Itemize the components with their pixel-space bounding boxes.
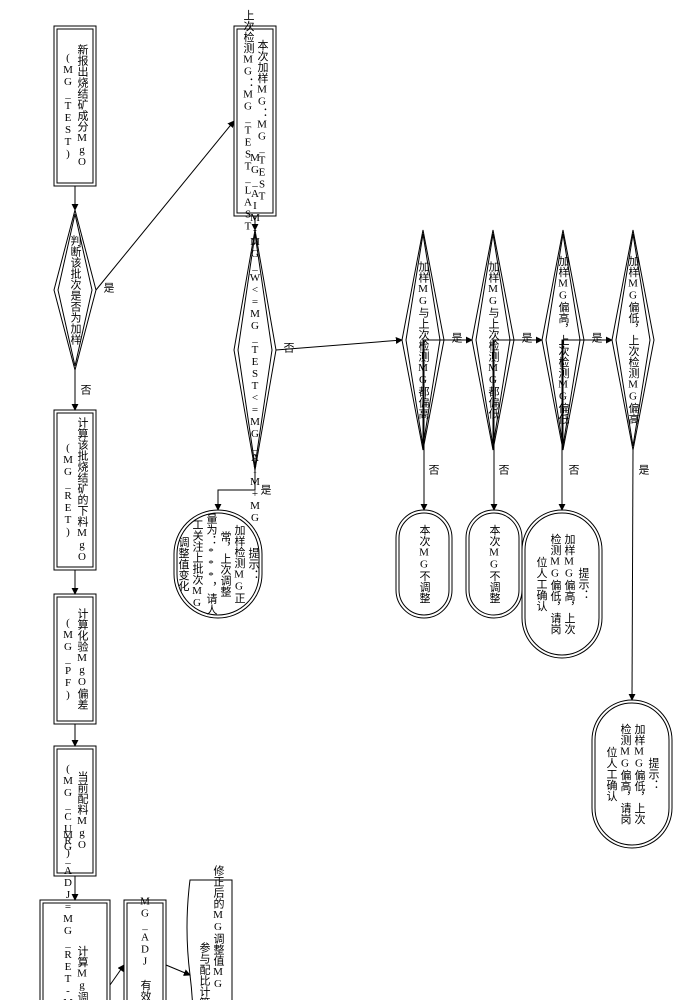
- n_mg_ret-line-0: 计算该批烧结矿的下料MgO: [76, 417, 89, 563]
- n_new_test-line-1: (MG_TEST): [62, 52, 74, 160]
- edge-label: 是: [637, 464, 650, 476]
- n_mg_cur-line-0: 当前配料MgO: [76, 770, 89, 851]
- edge-n_mg_adj_calc-n_mg_adj_valid: [110, 965, 124, 985]
- n_mg_adj_valid-line-0: MG_ADJ 有效性判断: [139, 896, 152, 1000]
- n_tip_high_low: 提示：加样MG偏高，上次检测MG偏低，请岗位人工确认: [522, 510, 602, 658]
- edge-label: 否: [497, 464, 510, 476]
- n_mg_ret-line-1: (MG_RET): [62, 442, 74, 538]
- n_no_adj_1: 本次MG不调整: [396, 510, 452, 618]
- n_mg_adj_valid: MG_ADJ 有效性判断: [124, 896, 166, 1000]
- n_tip_high_low-line-0: 提示：: [577, 567, 590, 600]
- n_re_adj: 修正后的MG调整值MG_RE_ADJ，参与配比计算: [187, 864, 232, 1000]
- n_mg_pf-line-1: (MG_PF): [62, 617, 74, 701]
- n_mg_ret: 计算该批烧结矿的下料MgO(MG_RET): [54, 410, 96, 570]
- n_tip_high_low-line-1: 加样MG偏高，上次: [563, 533, 576, 635]
- d_is_sample: 判断该批次是否为加样: [54, 210, 96, 370]
- edge-label: 是: [520, 332, 533, 344]
- n_new_test: 新报出烧结矿成分MgO(MG_TEST): [54, 26, 96, 186]
- edge-label: 是: [590, 332, 603, 344]
- n_no_adj_2-line-0: 本次MG不调整: [488, 523, 501, 603]
- edge-label: 是: [259, 484, 272, 496]
- d_is_sample-line-0: 判断该批次是否为加样: [69, 235, 82, 345]
- n_tip_normal-line-2: 常，上次调整: [219, 531, 232, 597]
- n_mg_adj_calc-line-1: MG_ADJ=MG_RET-MG_CUR+MG_PF: [62, 829, 74, 1000]
- edge-d_range-d_both_high: [276, 340, 402, 350]
- n_tip_normal-line-3: 量为：***，请人: [205, 513, 218, 615]
- edge-label: 否: [567, 464, 580, 476]
- edge-label: 是: [102, 282, 115, 294]
- n_mg_adj_calc-line-0: 计算Mg调整量: [76, 945, 89, 1000]
- n_tip_low_high-line-0: 提示：: [647, 757, 660, 790]
- n_tip_low_high: 提示：加样MG偏低，上次检测MG偏高，请岗位人工确认: [592, 700, 672, 848]
- n_tip_high_low-line-3: 位人工确认: [535, 555, 548, 612]
- edge-n_mg_adj_valid-n_re_adj: [166, 965, 190, 975]
- n_tip_low_high-line-2: 检测MG偏高，请岗: [619, 722, 632, 824]
- edge-d_is_sample-n_mg_test_last: [96, 121, 234, 290]
- edge-label: 否: [79, 384, 92, 396]
- n_tip_normal-line-0: 提示：: [247, 547, 260, 580]
- n_tip_low_high-line-1: 加样MG偏低，上次: [633, 723, 646, 825]
- n_mg_cur: 当前配料MgO(MG_CUR): [54, 746, 96, 876]
- n_mg_pf: 计算化验MgO偏差(MG_PF): [54, 594, 96, 724]
- n_new_test-line-0: 新报出烧结矿成分MgO: [76, 43, 89, 168]
- n_tip_normal-line-1: 加样检测MG正: [233, 524, 246, 603]
- edge-label: 否: [427, 464, 440, 476]
- edge-d_low_high-n_tip_low_high: [632, 450, 633, 700]
- n_tip_normal: 提示：加样检测MG正常，上次调整量为：***，请人工关注上批次MG调整值变化: [174, 510, 262, 618]
- n_mg_pf-line-0: 计算化验MgO偏差: [76, 608, 89, 710]
- n_no_adj_1-line-0: 本次MG不调整: [418, 523, 431, 603]
- n_re_adj-line-0: 修正后的MG调整值MG_RE_ADJ，: [212, 864, 225, 1000]
- n_re_adj-line-1: 参与配比计算: [198, 941, 211, 1000]
- edge-label: 是: [450, 332, 463, 344]
- n_tip_normal-line-5: 调整值变化: [177, 536, 190, 592]
- d_low_high-line-0: 加样MG偏低，上次检测MG偏高: [627, 255, 640, 425]
- n_tip_low_high-line-3: 位人工确认: [605, 745, 618, 802]
- n_no_adj_2: 本次MG不调整: [466, 510, 522, 618]
- d_low_high: 加样MG偏低，上次检测MG偏高: [612, 230, 654, 450]
- edge-label: 否: [282, 342, 295, 354]
- n_tip_normal-line-4: 工关注上批次MG: [191, 519, 204, 609]
- n_tip_high_low-line-2: 检测MG偏低，请岗: [549, 532, 562, 634]
- flowchart-canvas: 新报出烧结矿成分MgO(MG_TEST)判断该批次是否为加样本次加样MG：MG_…: [0, 0, 683, 1000]
